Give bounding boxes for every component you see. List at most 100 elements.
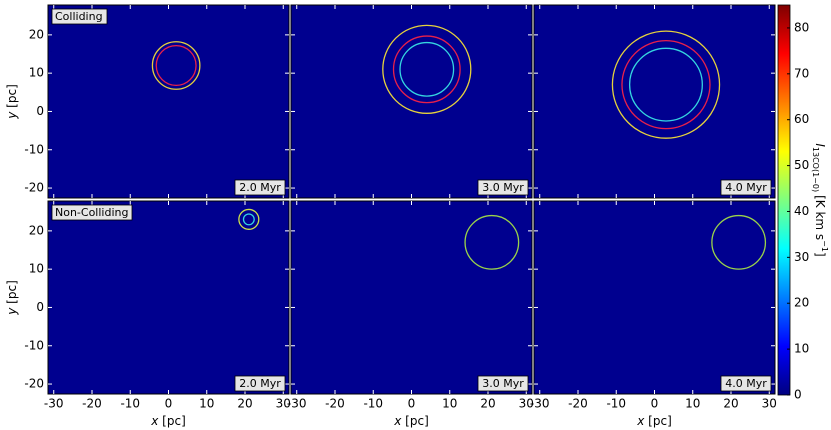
map-panel — [533, 4, 776, 199]
y-axis-var: y — [5, 307, 19, 316]
row-label: Colliding — [55, 10, 103, 23]
region-circle — [155, 44, 197, 87]
y-tick-label: -20 — [24, 377, 44, 391]
map-panel — [533, 200, 776, 395]
region-circle — [151, 41, 201, 90]
x-tick-label: 30 — [276, 397, 291, 411]
circles — [711, 214, 767, 270]
colorbar-tick-label: 30 — [794, 250, 809, 264]
row-label-box — [51, 8, 108, 25]
time-box — [477, 375, 529, 392]
y-axis-unit: [pc] — [5, 280, 19, 304]
region-circle — [382, 24, 472, 114]
time-label: 2.0 Myr — [239, 377, 281, 390]
region-circle — [628, 47, 703, 122]
y-tick-label: 10 — [29, 262, 44, 276]
x-tick-label: 10 — [442, 397, 457, 411]
y-axis-var: y — [5, 111, 19, 120]
x-tick-label: -30 — [287, 397, 307, 411]
region-circle — [621, 40, 711, 130]
time-box — [477, 179, 529, 196]
x-axis-unit: [pc] — [405, 414, 429, 428]
y-tick-label: 20 — [29, 223, 44, 237]
time-label: 4.0 Myr — [725, 377, 767, 390]
x-tick-label: -20 — [82, 397, 102, 411]
map-panel — [290, 200, 533, 395]
x-tick-label: 20 — [480, 397, 495, 411]
x-axis-var: x — [150, 414, 159, 428]
y-tick-label: 20 — [29, 27, 44, 41]
x-tick-label: 0 — [165, 397, 173, 411]
x-tick-label: -10 — [363, 397, 383, 411]
circles — [238, 208, 260, 230]
y-axis-label: y [pc] — [5, 280, 19, 316]
time-label: 3.0 Myr — [482, 377, 524, 390]
x-tick-label: 30 — [762, 397, 777, 411]
region-circle — [464, 214, 520, 270]
y-tick-label: -20 — [24, 181, 44, 195]
x-tick-label: 20 — [237, 397, 252, 411]
y-axis-label: y [pc] — [5, 84, 19, 120]
x-axis-unit: [pc] — [162, 414, 186, 428]
colorbar-tick-label: 50 — [794, 158, 809, 172]
x-axis-var: x — [393, 414, 402, 428]
cb-sub: 13CO(1−0) — [812, 147, 821, 192]
x-axis-label: x [pc] — [150, 414, 186, 428]
y-tick-label: -10 — [24, 338, 44, 352]
x-tick-label: 10 — [199, 397, 214, 411]
y-tick-label: 0 — [36, 104, 44, 118]
time-label: 2.0 Myr — [239, 181, 281, 194]
circles — [464, 214, 520, 270]
row-label: Non-Colliding — [55, 206, 128, 219]
region-circle — [242, 213, 255, 226]
x-tick-label: -20 — [325, 397, 345, 411]
y-tick-label: 10 — [29, 66, 44, 80]
x-tick-label: -10 — [120, 397, 140, 411]
cb-var: I — [814, 143, 828, 147]
region-circle — [711, 214, 767, 270]
cb-sup: −1 — [821, 240, 830, 252]
x-tick-label: -10 — [606, 397, 626, 411]
time-box — [720, 375, 772, 392]
circles — [151, 41, 201, 90]
x-tick-label: 20 — [723, 397, 738, 411]
region-circle — [611, 30, 721, 139]
time-box — [234, 375, 286, 392]
region-circle — [238, 208, 260, 230]
time-label: 3.0 Myr — [482, 181, 524, 194]
colorbar-tick-label: 10 — [794, 342, 809, 356]
time-box — [234, 179, 286, 196]
x-tick-label: 30 — [519, 397, 534, 411]
x-tick-label: -30 — [44, 397, 64, 411]
colorbar-tick-label: 60 — [794, 112, 809, 126]
x-axis-unit: [pc] — [648, 414, 672, 428]
cb-unit: [K km s — [814, 195, 828, 240]
y-tick-label: -10 — [24, 142, 44, 156]
x-tick-label: 0 — [408, 397, 416, 411]
colorbar — [777, 4, 791, 396]
x-tick-label: 0 — [651, 397, 659, 411]
circles — [611, 30, 721, 139]
x-axis-var: x — [636, 414, 645, 428]
x-axis-label: x [pc] — [636, 414, 672, 428]
time-label: 4.0 Myr — [725, 181, 767, 194]
row-label-box — [51, 204, 133, 221]
colorbar-tick-label: 0 — [794, 388, 802, 402]
y-tick-label: 0 — [36, 300, 44, 314]
region-circle — [399, 41, 455, 97]
circles — [382, 24, 472, 114]
region-circle — [392, 35, 461, 104]
colorbar-tick-label: 70 — [794, 66, 809, 80]
x-tick-label: -30 — [530, 397, 550, 411]
map-panel — [47, 4, 290, 199]
colorbar-tick-label: 80 — [794, 20, 809, 34]
cb-end: ] — [814, 252, 828, 257]
colorbar-tick-label: 40 — [794, 204, 809, 218]
map-panel — [47, 200, 290, 395]
x-tick-label: 10 — [685, 397, 700, 411]
y-axis-unit: [pc] — [5, 84, 19, 108]
x-tick-label: -20 — [568, 397, 588, 411]
map-panel — [290, 4, 533, 199]
x-axis-label: x [pc] — [393, 414, 429, 428]
